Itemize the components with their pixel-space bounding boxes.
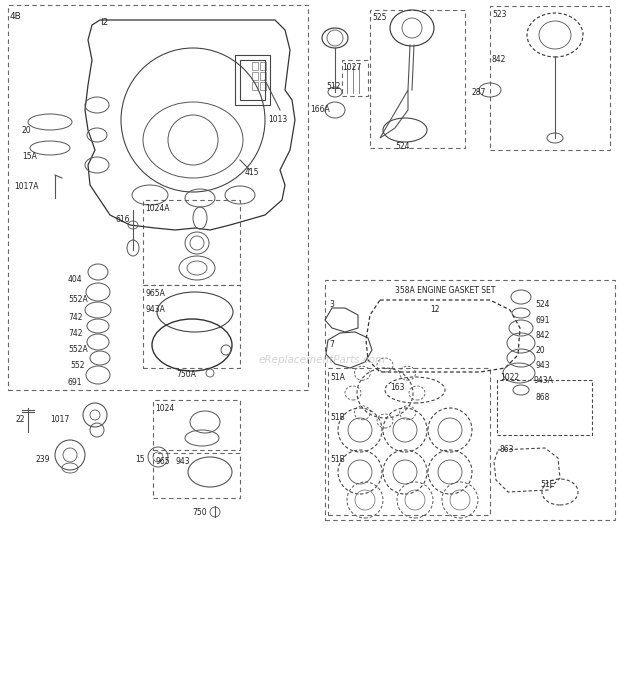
Text: 868: 868 <box>535 393 549 402</box>
Text: eReplacementParts.com: eReplacementParts.com <box>259 356 386 365</box>
Bar <box>252 82 258 90</box>
Bar <box>260 72 266 80</box>
Text: 742: 742 <box>68 313 82 322</box>
Text: 552A: 552A <box>68 295 88 304</box>
Bar <box>235 55 270 105</box>
Bar <box>260 82 266 90</box>
Text: 525: 525 <box>372 13 386 22</box>
Text: 51E: 51E <box>540 480 554 489</box>
Text: 512: 512 <box>326 82 340 91</box>
Text: 943A: 943A <box>533 376 553 385</box>
Text: 20: 20 <box>535 346 544 355</box>
Bar <box>260 62 266 70</box>
Text: 1022: 1022 <box>500 373 519 382</box>
Text: 12: 12 <box>430 305 440 314</box>
Bar <box>153 453 240 498</box>
Text: 404: 404 <box>68 275 82 284</box>
Text: 842: 842 <box>492 55 507 64</box>
Bar <box>328 368 490 515</box>
Text: 524: 524 <box>535 300 549 309</box>
Bar <box>252 72 258 80</box>
Text: 239: 239 <box>35 455 50 464</box>
Text: 287: 287 <box>472 88 486 97</box>
Text: 1024A: 1024A <box>145 204 169 213</box>
Text: 750A: 750A <box>176 370 196 379</box>
Bar <box>252 62 258 70</box>
Text: 552A: 552A <box>68 345 88 354</box>
Text: 15: 15 <box>135 455 144 464</box>
Text: 943A: 943A <box>145 305 165 314</box>
Text: 51B: 51B <box>330 413 345 422</box>
Text: 4B: 4B <box>10 12 22 21</box>
Bar <box>490 6 610 150</box>
Text: 965A: 965A <box>145 289 165 298</box>
Text: I2: I2 <box>100 18 108 27</box>
Bar <box>497 380 592 435</box>
Text: 943: 943 <box>175 457 190 466</box>
Bar <box>370 10 465 148</box>
Text: 3: 3 <box>329 300 334 309</box>
Text: 7: 7 <box>329 340 334 349</box>
Text: 691: 691 <box>535 316 549 325</box>
Text: 524: 524 <box>395 142 409 151</box>
Bar <box>153 400 240 450</box>
Text: 616: 616 <box>115 215 130 224</box>
Text: 358A ENGINE GASKET SET: 358A ENGINE GASKET SET <box>395 286 495 295</box>
Text: 750: 750 <box>192 508 206 517</box>
Bar <box>8 5 308 390</box>
Text: 20: 20 <box>22 126 32 135</box>
Text: 1017A: 1017A <box>14 182 38 191</box>
Bar <box>143 200 240 285</box>
Bar <box>143 285 240 368</box>
Text: 15A: 15A <box>22 152 37 161</box>
Text: 1027: 1027 <box>342 63 361 72</box>
Text: 1024: 1024 <box>155 404 174 413</box>
Text: 523: 523 <box>492 10 507 19</box>
Text: 943: 943 <box>535 361 549 370</box>
Text: 415: 415 <box>245 168 260 177</box>
Text: 965: 965 <box>155 457 170 466</box>
Bar <box>240 60 265 100</box>
Text: 51A: 51A <box>330 373 345 382</box>
Text: 691: 691 <box>68 378 82 387</box>
Text: 842: 842 <box>535 331 549 340</box>
Bar <box>325 280 615 520</box>
Text: 742: 742 <box>68 329 82 338</box>
Text: 1017: 1017 <box>50 415 69 424</box>
Text: 1013: 1013 <box>268 115 287 124</box>
Bar <box>342 60 368 96</box>
Text: 163: 163 <box>390 383 404 392</box>
Text: 166A: 166A <box>310 105 330 114</box>
Text: 51B: 51B <box>330 455 345 464</box>
Text: 552: 552 <box>70 361 84 370</box>
Text: 863: 863 <box>500 445 515 454</box>
Text: 22: 22 <box>15 415 25 424</box>
